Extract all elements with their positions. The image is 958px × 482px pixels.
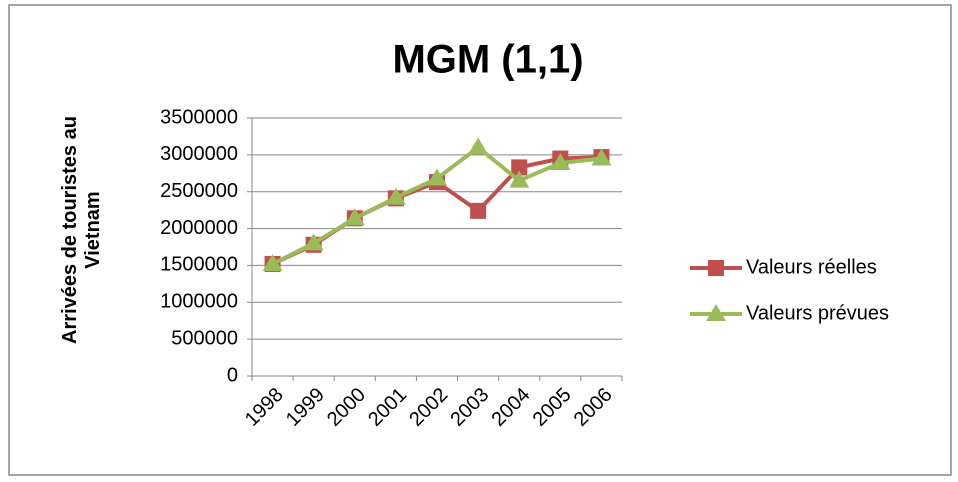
marker <box>468 137 489 155</box>
y-tick-label: 1000000 <box>160 291 238 313</box>
legend-label: Valeurs réelles <box>746 256 877 278</box>
legend-label: Valeurs prévues <box>746 302 889 324</box>
marker <box>344 208 365 226</box>
marker <box>303 233 324 251</box>
y-tick-label: 0 <box>227 364 238 386</box>
marker <box>509 170 530 188</box>
y-tick-label: 3000000 <box>160 143 238 165</box>
marker <box>470 202 487 219</box>
y-tick-label: 2500000 <box>160 180 238 202</box>
chart-border <box>8 4 952 476</box>
y-tick-label: 1500000 <box>160 254 238 276</box>
marker <box>708 260 724 276</box>
y-tick-label: 500000 <box>171 327 238 349</box>
y-axis-label: Arrivées de touristes au Vietnam <box>59 116 104 344</box>
chart-title: MGM (1,1) <box>392 38 583 82</box>
marker <box>550 152 571 170</box>
marker <box>591 148 612 166</box>
marker <box>706 304 726 321</box>
marker <box>511 159 528 176</box>
y-tick-label: 3500000 <box>160 106 238 128</box>
marker <box>427 168 447 186</box>
marker <box>385 187 406 205</box>
marker <box>262 253 283 271</box>
y-tick-label: 2000000 <box>160 217 238 239</box>
